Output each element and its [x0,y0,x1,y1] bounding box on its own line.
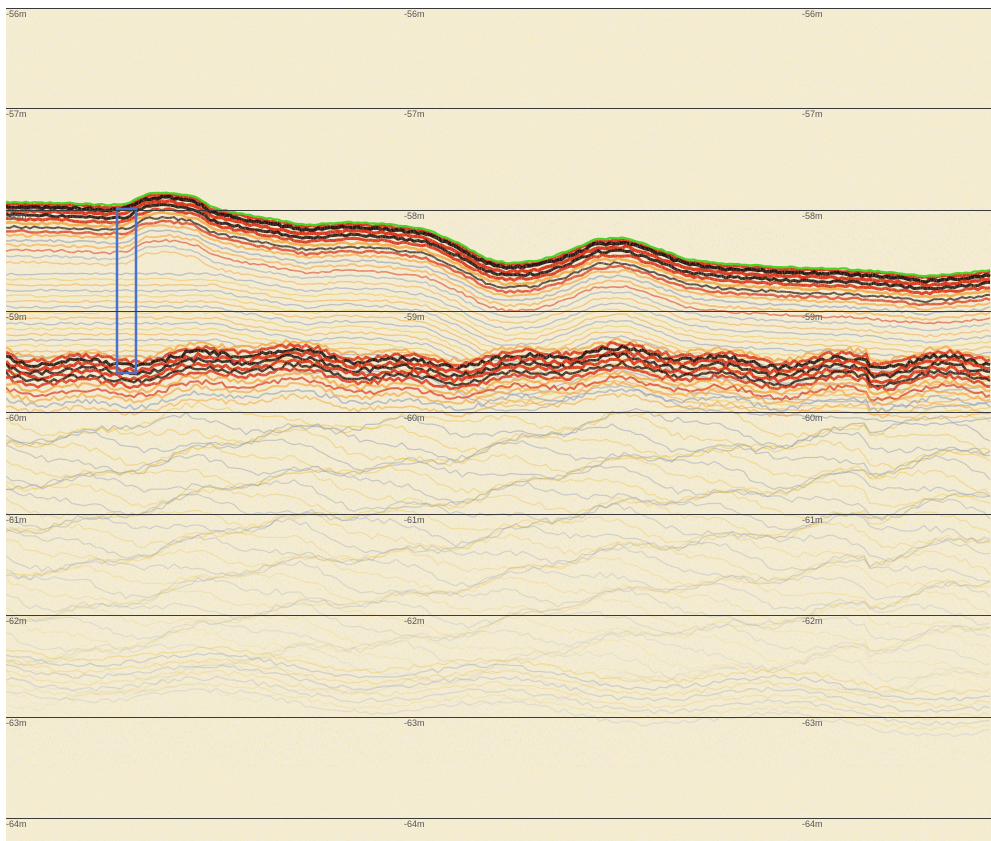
depth-label: -59m [802,312,823,322]
depth-line [6,514,991,515]
seabed-pick-line [6,191,991,278]
depth-label: -58m [802,211,823,221]
depth-label: -57m [6,109,27,119]
depth-label: -64m [802,819,823,829]
depth-line [6,615,991,616]
depth-label: -64m [6,819,27,829]
depth-line [6,8,991,9]
depth-label: -62m [404,616,425,626]
depth-line [6,108,991,109]
depth-label: -62m [802,616,823,626]
seismic-section-image [6,8,991,841]
depth-label: -56m [802,9,823,19]
depth-label: -63m [404,718,425,728]
selection-rectangle [115,207,138,375]
depth-label: -58m [404,211,425,221]
depth-label: -58m [6,211,27,221]
seismic-section-canvas[interactable]: -56m -56m -56m -57m -57m -57m -58m -58m -58m -59m… [6,8,991,841]
depth-label: -60m [404,413,425,423]
depth-label: -56m [404,9,425,19]
depth-label: -60m [802,413,823,423]
depth-label: -57m [404,109,425,119]
depth-label: -59m [404,312,425,322]
depth-label: -64m [404,819,425,829]
depth-label: -61m [6,515,27,525]
depth-line [6,210,991,211]
depth-label: -63m [6,718,27,728]
depth-label: -60m [6,413,27,423]
depth-label: -56m [6,9,27,19]
depth-label: -61m [802,515,823,525]
depth-line [6,311,991,312]
depth-label: -62m [6,616,27,626]
depth-label: -57m [802,109,823,119]
depth-label: -59m [6,312,27,322]
grain-texture-blue [6,208,991,768]
depth-line [6,818,991,819]
depth-line [6,412,991,413]
depth-line [6,717,991,718]
depth-label: -61m [404,515,425,525]
depth-label: -63m [802,718,823,728]
